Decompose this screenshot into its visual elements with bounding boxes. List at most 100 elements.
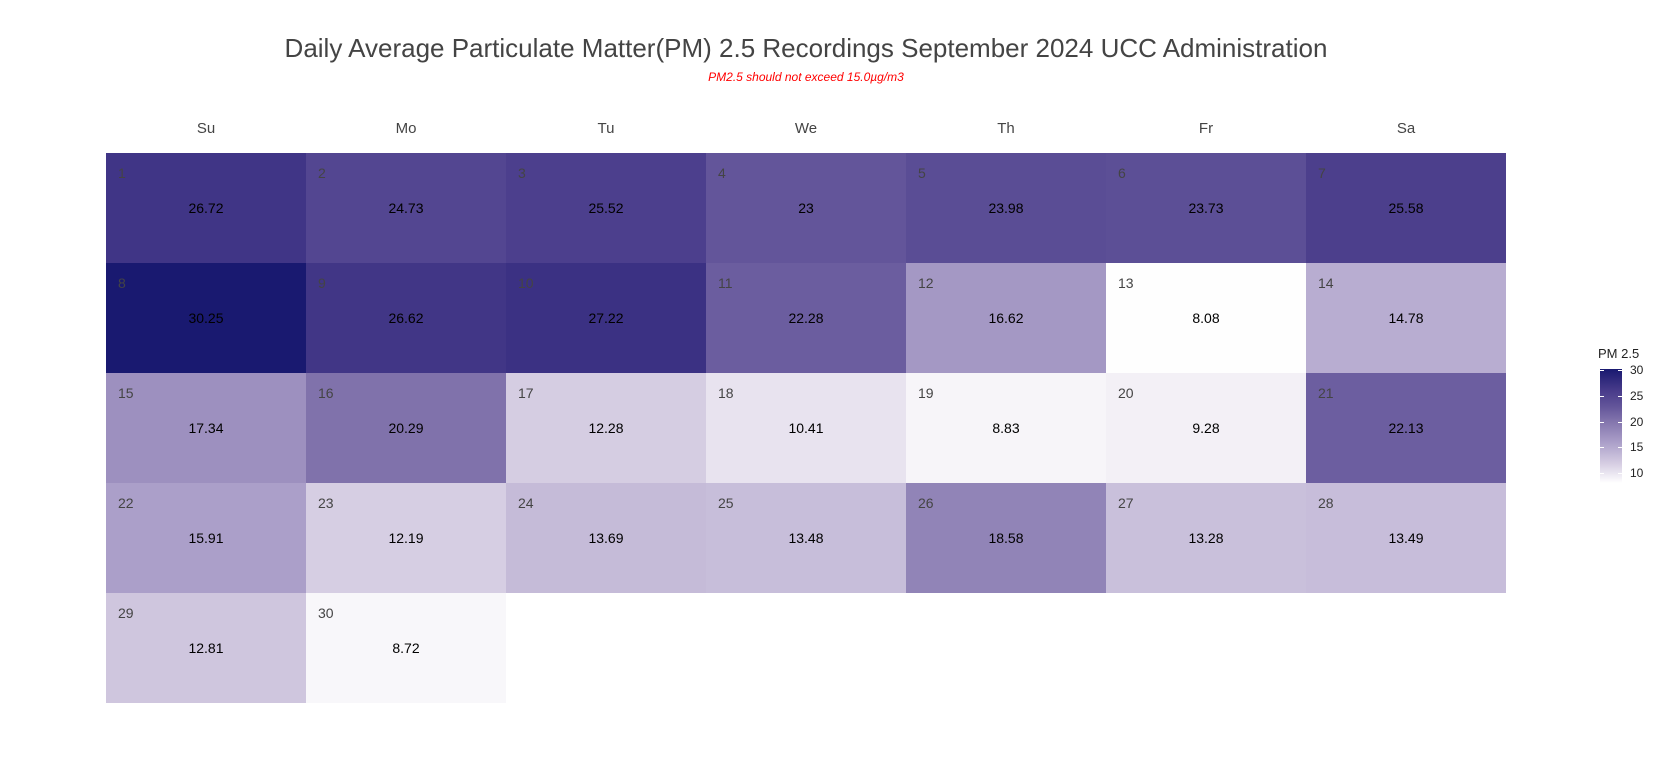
legend-tick-mark: [1618, 473, 1622, 475]
legend-colorbar: [1600, 369, 1622, 483]
day-number: 2: [318, 165, 326, 181]
calendar-cell: 16 20.29: [306, 373, 506, 483]
value-label: 26.72: [188, 200, 224, 216]
day-number: 26: [918, 495, 934, 511]
day-number: 8: [118, 275, 126, 291]
legend-tick-mark: [1600, 370, 1604, 372]
value-label: 22.13: [1388, 420, 1424, 436]
calendar-cell: 18 10.41: [706, 373, 906, 483]
value-label: 23.73: [1188, 200, 1224, 216]
calendar-cell: 7 25.58: [1306, 153, 1506, 263]
value-label: 17.34: [188, 420, 224, 436]
day-number: 21: [1318, 385, 1334, 401]
value-label: 25.52: [588, 200, 624, 216]
value-label: 20.29: [388, 420, 424, 436]
calendar-cell: 23 12.19: [306, 483, 506, 593]
calendar-cell: 12 16.62: [906, 263, 1106, 373]
calendar-cell: 5 23.98: [906, 153, 1106, 263]
weekday-label: Th: [997, 120, 1015, 137]
value-label: 12.81: [188, 640, 224, 656]
weekday-label: Tu: [597, 120, 615, 137]
value-label: 22.28: [788, 310, 824, 326]
legend-tick-mark: [1600, 421, 1604, 423]
day-number: 27: [1118, 495, 1134, 511]
calendar-cell: 21 22.13: [1306, 373, 1506, 483]
calendar-cell: 10 27.22: [506, 263, 706, 373]
day-number: 12: [918, 275, 934, 291]
calendar-cell: 2 24.73: [306, 153, 506, 263]
day-number: 18: [718, 385, 734, 401]
calendar-cell: 30 8.72: [306, 593, 506, 703]
chart-title: Daily Average Particulate Matter(PM) 2.5…: [284, 33, 1328, 63]
value-label: 9.28: [1192, 420, 1220, 436]
day-number: 28: [1318, 495, 1334, 511]
legend-tick-mark: [1600, 447, 1604, 449]
legend-tick-label: 30: [1630, 363, 1644, 378]
legend-tick-mark: [1618, 421, 1622, 423]
calendar-cell: 27 13.28: [1106, 483, 1306, 593]
weekday-label: Su: [196, 120, 216, 137]
day-number: 22: [118, 495, 134, 511]
value-label: 26.62: [388, 310, 424, 326]
calendar-cell: 1 26.72: [106, 153, 306, 263]
value-label: 14.78: [1388, 310, 1424, 326]
day-number: 24: [518, 495, 534, 511]
legend-tick-label: 20: [1630, 414, 1644, 429]
day-number: 4: [718, 165, 726, 181]
day-number: 20: [1118, 385, 1134, 401]
value-label: 10.41: [788, 420, 824, 436]
calendar-cell: 22 15.91: [106, 483, 306, 593]
calendar-cell: 11 22.28: [706, 263, 906, 373]
day-number: 15: [118, 385, 134, 401]
value-label: 8.83: [992, 420, 1020, 436]
value-label: 8.72: [392, 640, 420, 656]
day-number: 9: [318, 275, 326, 291]
legend-tick-mark: [1600, 395, 1604, 397]
value-label: 13.28: [1188, 530, 1224, 546]
value-label: 25.58: [1388, 200, 1424, 216]
value-label: 24.73: [388, 200, 424, 216]
calendar-cell: 6 23.73: [1106, 153, 1306, 263]
day-number: 25: [718, 495, 734, 511]
day-number: 14: [1318, 275, 1334, 291]
calendar-cell: 9 26.62: [306, 263, 506, 373]
value-label: 13.69: [588, 530, 624, 546]
value-label: 18.58: [988, 530, 1024, 546]
day-number: 5: [918, 165, 926, 181]
day-number: 16: [318, 385, 334, 401]
value-label: 23.98: [988, 200, 1024, 216]
weekday-label: Mo: [395, 120, 417, 137]
legend-tick-label: 15: [1630, 440, 1644, 455]
calendar-cell: 17 12.28: [506, 373, 706, 483]
weekday-label: Fr: [1198, 120, 1214, 137]
day-number: 3: [518, 165, 526, 181]
day-number: 29: [118, 605, 134, 621]
calendar-cell: 26 18.58: [906, 483, 1106, 593]
legend-tick-label: 25: [1630, 388, 1644, 403]
calendar-cell: 3 25.52: [506, 153, 706, 263]
value-label: 8.08: [1192, 310, 1220, 326]
legend-title: PM 2.5: [1598, 346, 1640, 361]
day-number: 11: [718, 275, 733, 291]
calendar-cell: 20 9.28: [1106, 373, 1306, 483]
legend-tick-mark: [1618, 395, 1622, 397]
legend-tick-label: 10: [1630, 466, 1644, 481]
day-number: 6: [1118, 165, 1126, 181]
value-label: 13.48: [788, 530, 824, 546]
calendar-cell: 29 12.81: [106, 593, 306, 703]
calendar-cell: 15 17.34: [106, 373, 306, 483]
legend-tick-mark: [1618, 447, 1622, 449]
value-label: 16.62: [988, 310, 1024, 326]
day-number: 10: [518, 275, 534, 291]
calendar-cell: 28 13.49: [1306, 483, 1506, 593]
value-label: 13.49: [1388, 530, 1424, 546]
calendar-cell: 8 30.25: [106, 263, 306, 373]
value-label: 30.25: [188, 310, 224, 326]
day-number: 1: [118, 165, 126, 181]
weekday-label: We: [794, 120, 818, 137]
calendar-cell: 4 23: [706, 153, 906, 263]
legend-tick-mark: [1600, 473, 1604, 475]
day-number: 30: [318, 605, 334, 621]
calendar-cell: 13 8.08: [1106, 263, 1306, 373]
